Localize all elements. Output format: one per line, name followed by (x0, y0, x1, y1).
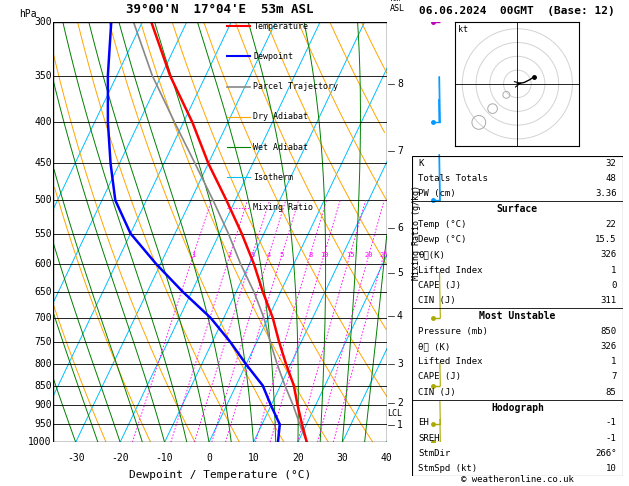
Text: 0: 0 (611, 281, 616, 290)
Text: 6: 6 (397, 223, 403, 233)
Text: 30: 30 (337, 453, 348, 463)
Text: 85: 85 (606, 388, 616, 397)
Text: 5: 5 (280, 252, 284, 258)
Text: PW (cm): PW (cm) (418, 189, 456, 198)
Bar (53, 22, 387, 442)
Text: Dewpoint / Temperature (°C): Dewpoint / Temperature (°C) (129, 469, 311, 480)
Text: 311: 311 (600, 296, 616, 305)
Text: 700: 700 (34, 312, 52, 323)
Text: 600: 600 (34, 259, 52, 269)
Text: 0: 0 (206, 453, 212, 463)
Text: 650: 650 (34, 287, 52, 297)
Text: -1: -1 (606, 418, 616, 427)
Text: Pressure (mb): Pressure (mb) (418, 327, 488, 336)
Text: 25: 25 (379, 252, 388, 258)
Text: Wet Adiabat: Wet Adiabat (253, 143, 308, 152)
Text: 39°00'N  17°04'E  53m ASL: 39°00'N 17°04'E 53m ASL (126, 3, 314, 16)
Text: 2: 2 (228, 252, 232, 258)
Text: Dry Adiabat: Dry Adiabat (253, 112, 308, 122)
Text: 1: 1 (611, 357, 616, 366)
Text: Surface: Surface (497, 204, 538, 214)
Text: 10: 10 (248, 453, 259, 463)
Text: 3.36: 3.36 (595, 189, 616, 198)
Text: EH: EH (418, 418, 429, 427)
Text: CIN (J): CIN (J) (418, 388, 456, 397)
Text: 40: 40 (381, 453, 392, 463)
Text: 1: 1 (191, 252, 196, 258)
Text: 950: 950 (34, 419, 52, 429)
Text: StmDir: StmDir (418, 449, 450, 458)
Text: CAPE (J): CAPE (J) (418, 372, 461, 382)
Text: Hodograph: Hodograph (491, 402, 544, 413)
Text: 2: 2 (397, 398, 403, 408)
Text: θᴄ(K): θᴄ(K) (418, 250, 445, 260)
Text: 3: 3 (250, 252, 255, 258)
Text: 266°: 266° (595, 449, 616, 458)
Text: 1: 1 (397, 420, 403, 430)
Text: km
ASL: km ASL (390, 0, 405, 14)
Text: kt: kt (458, 25, 468, 34)
Text: LCL: LCL (387, 409, 403, 417)
Text: 15.5: 15.5 (595, 235, 616, 244)
Text: -1: -1 (606, 434, 616, 443)
Text: 22: 22 (606, 220, 616, 229)
Text: 350: 350 (34, 70, 52, 81)
Text: CIN (J): CIN (J) (418, 296, 456, 305)
Text: 750: 750 (34, 337, 52, 347)
Text: 850: 850 (34, 381, 52, 391)
Text: Isotherm: Isotherm (253, 173, 294, 182)
Text: 20: 20 (365, 252, 373, 258)
Text: 48: 48 (606, 174, 616, 183)
Text: Mixing Ratio: Mixing Ratio (253, 203, 313, 212)
Text: K: K (418, 158, 424, 168)
Text: 32: 32 (606, 158, 616, 168)
Text: 5: 5 (397, 268, 403, 278)
Text: 1: 1 (611, 265, 616, 275)
Text: Dewp (°C): Dewp (°C) (418, 235, 467, 244)
Text: θᴄ (K): θᴄ (K) (418, 342, 450, 351)
Text: -30: -30 (67, 453, 84, 463)
Text: Lifted Index: Lifted Index (418, 357, 483, 366)
Text: 7: 7 (611, 372, 616, 382)
Text: hPa: hPa (19, 9, 36, 19)
Text: 450: 450 (34, 158, 52, 169)
Text: Temp (°C): Temp (°C) (418, 220, 467, 229)
Text: 800: 800 (34, 359, 52, 369)
Text: Lifted Index: Lifted Index (418, 265, 483, 275)
Text: 500: 500 (34, 195, 52, 205)
Polygon shape (439, 0, 440, 22)
Text: -20: -20 (111, 453, 129, 463)
Text: 10: 10 (606, 464, 616, 473)
Text: 10: 10 (320, 252, 328, 258)
Text: 326: 326 (600, 342, 616, 351)
Text: StmSpd (kt): StmSpd (kt) (418, 464, 477, 473)
Text: CAPE (J): CAPE (J) (418, 281, 461, 290)
Text: 550: 550 (34, 228, 52, 239)
Text: Dewpoint: Dewpoint (253, 52, 294, 61)
Text: 326: 326 (600, 250, 616, 260)
Text: Totals Totals: Totals Totals (418, 174, 488, 183)
Text: 4: 4 (267, 252, 271, 258)
Text: 300: 300 (34, 17, 52, 27)
Text: 900: 900 (34, 400, 52, 411)
Text: 15: 15 (346, 252, 354, 258)
Text: 8: 8 (397, 79, 403, 88)
Text: 8: 8 (308, 252, 312, 258)
Text: 06.06.2024  00GMT  (Base: 12): 06.06.2024 00GMT (Base: 12) (420, 6, 615, 16)
Text: Parcel Trajectory: Parcel Trajectory (253, 82, 338, 91)
Text: SREH: SREH (418, 434, 440, 443)
Text: -10: -10 (156, 453, 174, 463)
Text: 20: 20 (292, 453, 304, 463)
Text: Temperature: Temperature (253, 21, 308, 31)
Text: Most Unstable: Most Unstable (479, 311, 555, 321)
Text: 1000: 1000 (28, 437, 52, 447)
Text: 3: 3 (397, 359, 403, 369)
Text: 400: 400 (34, 117, 52, 127)
Text: 4: 4 (397, 311, 403, 321)
Text: 7: 7 (397, 146, 403, 156)
Text: © weatheronline.co.uk: © weatheronline.co.uk (461, 474, 574, 484)
Text: Mixing Ratio (g/kg): Mixing Ratio (g/kg) (412, 185, 421, 279)
Text: 850: 850 (600, 327, 616, 336)
